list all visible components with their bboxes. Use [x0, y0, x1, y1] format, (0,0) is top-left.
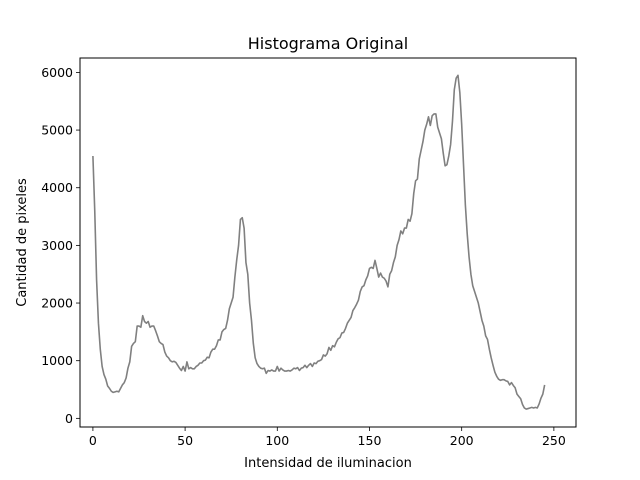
x-tick-label: 200 [450, 433, 474, 448]
y-tick-label: 5000 [41, 123, 73, 138]
x-axis-label: Intensidad de iluminacion [244, 456, 412, 471]
x-tick-label: 100 [265, 433, 289, 448]
x-tick-label: 250 [542, 433, 566, 448]
chart-title: Histograma Original [248, 34, 409, 53]
y-tick-label: 0 [65, 411, 73, 426]
y-tick-label: 2000 [41, 296, 73, 311]
y-axis-label: Cantidad de pixeles [15, 178, 30, 307]
histogram-line [92, 74, 546, 410]
y-tick-label: 4000 [41, 180, 73, 195]
y-tick-label: 1000 [41, 353, 73, 368]
x-tick-label: 0 [89, 433, 97, 448]
x-tick-label: 150 [358, 433, 382, 448]
y-tick-label: 6000 [41, 65, 73, 80]
plot-area [80, 58, 576, 427]
x-tick-label: 50 [177, 433, 193, 448]
y-tick-label: 3000 [41, 238, 73, 253]
data-layer [92, 74, 546, 410]
ticks-layer: 0 50 100 150 200 250 0 1000 2000 3000 4000 5000 6000 [41, 65, 566, 448]
plot-frame [79, 57, 577, 428]
